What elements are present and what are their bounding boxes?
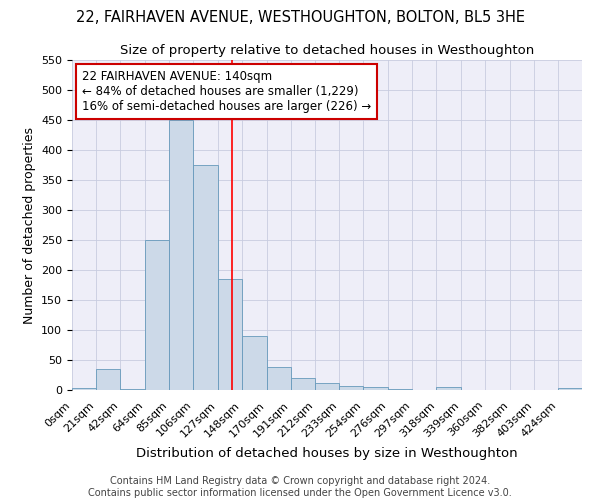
Bar <box>315 383 339 390</box>
Bar <box>145 240 169 390</box>
Bar <box>218 279 242 390</box>
Title: Size of property relative to detached houses in Westhoughton: Size of property relative to detached ho… <box>120 44 534 58</box>
Y-axis label: Number of detached properties: Number of detached properties <box>23 126 35 324</box>
Bar <box>558 388 582 390</box>
Bar <box>267 367 291 390</box>
Bar <box>436 387 461 390</box>
Bar <box>242 336 267 390</box>
Bar <box>72 388 96 390</box>
Bar <box>96 369 120 390</box>
Bar <box>169 120 193 390</box>
Text: 22 FAIRHAVEN AVENUE: 140sqm
← 84% of detached houses are smaller (1,229)
16% of : 22 FAIRHAVEN AVENUE: 140sqm ← 84% of det… <box>82 70 371 113</box>
Bar <box>291 378 315 390</box>
Bar <box>339 386 363 390</box>
X-axis label: Distribution of detached houses by size in Westhoughton: Distribution of detached houses by size … <box>136 447 518 460</box>
Text: Contains HM Land Registry data © Crown copyright and database right 2024.
Contai: Contains HM Land Registry data © Crown c… <box>88 476 512 498</box>
Bar <box>363 387 388 390</box>
Bar <box>193 165 218 390</box>
Text: 22, FAIRHAVEN AVENUE, WESTHOUGHTON, BOLTON, BL5 3HE: 22, FAIRHAVEN AVENUE, WESTHOUGHTON, BOLT… <box>76 10 524 25</box>
